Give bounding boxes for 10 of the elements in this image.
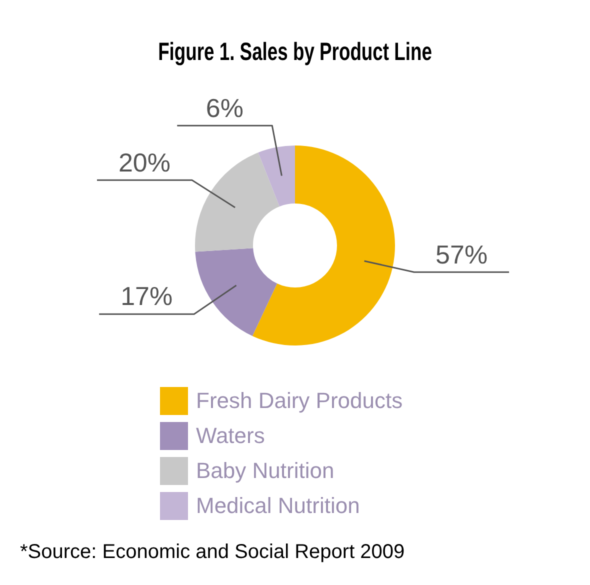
data-label: 17% — [120, 281, 173, 312]
data-label: 6% — [206, 92, 244, 123]
chart-title: Figure 1. Sales by Product Line — [158, 37, 432, 66]
data-label: 57% — [436, 239, 488, 270]
legend-label: Baby Nutrition — [196, 458, 334, 484]
text: *Source: Economic and Social Report 2009 — [20, 541, 406, 564]
data-label: 20% — [118, 147, 171, 178]
legend-label: Fresh Dairy Products — [196, 388, 403, 414]
legend-label: Medical Nutrition — [196, 492, 360, 518]
legend-label: Waters — [196, 422, 265, 448]
